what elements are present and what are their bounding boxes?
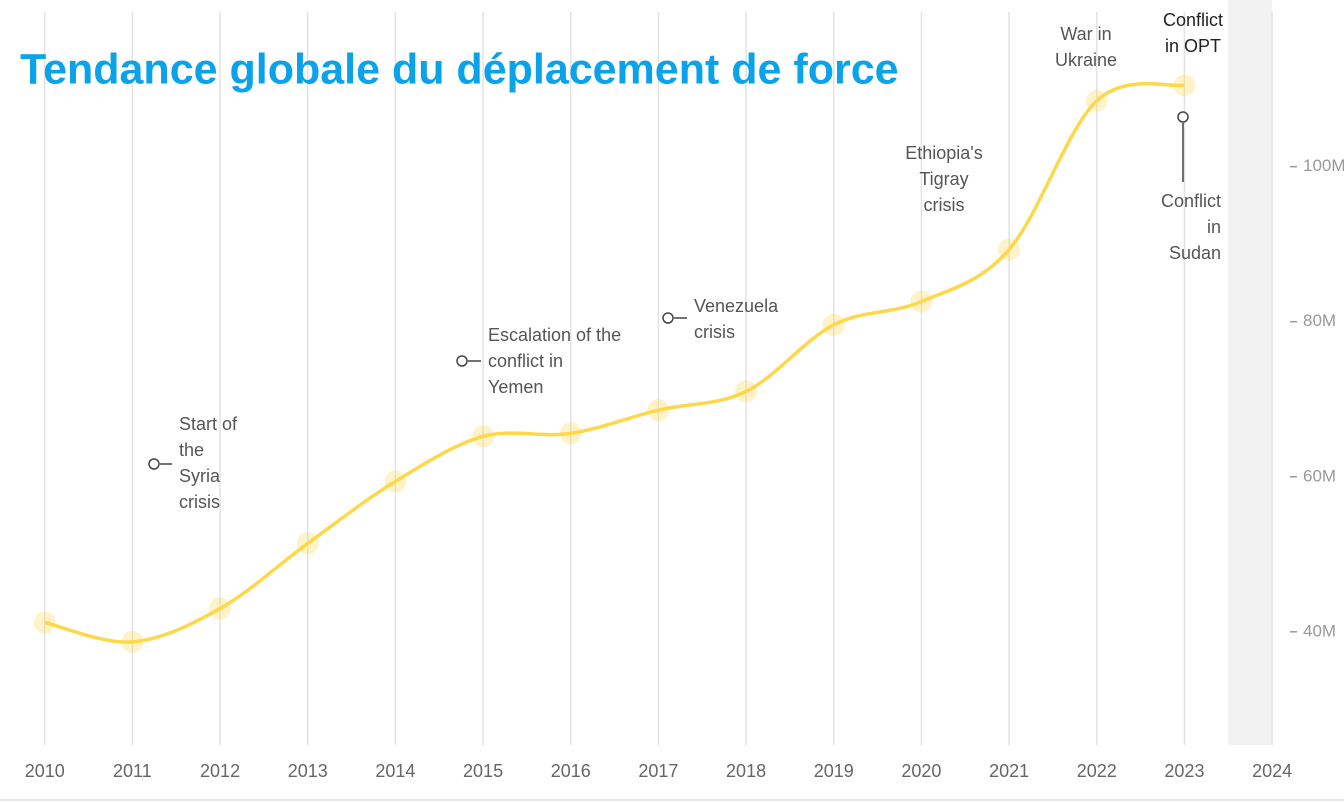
- chart-title: Tendance globale du déplacement de force: [20, 45, 899, 93]
- x-tick-label: 2012: [200, 761, 240, 781]
- annotation-text: Conflict: [1163, 10, 1223, 30]
- x-tick-label: 2013: [288, 761, 328, 781]
- annotation-text: in OPT: [1165, 36, 1221, 56]
- x-tick-label: 2022: [1077, 761, 1117, 781]
- x-tick-label: 2014: [375, 761, 415, 781]
- y-tick-label: 100M: [1303, 156, 1344, 175]
- y-tick-label: 60M: [1303, 466, 1336, 485]
- annotation-text: crisis: [694, 322, 735, 342]
- x-tick-label: 2018: [726, 761, 766, 781]
- annotation-marker: [148, 458, 160, 470]
- annotation-text: Sudan: [1169, 243, 1221, 263]
- annotation-marker: [456, 355, 468, 367]
- y-tick-label: 40M: [1303, 621, 1336, 640]
- annotation-text: Tigray: [919, 169, 968, 189]
- x-tick-label: 2024: [1252, 761, 1292, 781]
- x-tick-label: 2021: [989, 761, 1029, 781]
- x-tick-label: 2011: [113, 761, 152, 781]
- annotation-text: in: [1207, 217, 1221, 237]
- annotation-text: Ethiopia's: [905, 143, 982, 163]
- annotation-text: Escalation of the: [488, 325, 621, 345]
- x-tick-label: 2010: [25, 761, 65, 781]
- x-tick-label: 2016: [551, 761, 591, 781]
- annotation-marker: [662, 312, 674, 324]
- x-tick-label: 2023: [1164, 761, 1204, 781]
- y-tick-label: 80M: [1303, 311, 1336, 330]
- x-tick-label: 2020: [901, 761, 941, 781]
- annotation-text: Ukraine: [1055, 50, 1117, 70]
- x-tick-label: 2017: [638, 761, 678, 781]
- annotation-text: the: [179, 440, 204, 460]
- shaded-region: [1228, 0, 1273, 745]
- annotation-text: Conflict: [1161, 191, 1221, 211]
- annotation-text: crisis: [924, 195, 965, 215]
- x-tick-label: 2015: [463, 761, 503, 781]
- annotation-text: Yemen: [488, 377, 543, 397]
- line: [44, 82, 1185, 644]
- annotation-text: War in: [1060, 24, 1111, 44]
- x-tick-label: 2019: [814, 761, 854, 781]
- annotation-marker: [1177, 111, 1189, 123]
- annotation-text: conflict in: [488, 351, 563, 371]
- annotation-text: Venezuela: [694, 296, 779, 316]
- annotation-text: Start of: [179, 414, 238, 434]
- annotation-text: crisis: [179, 492, 220, 512]
- annotation-text: Syria: [179, 466, 221, 486]
